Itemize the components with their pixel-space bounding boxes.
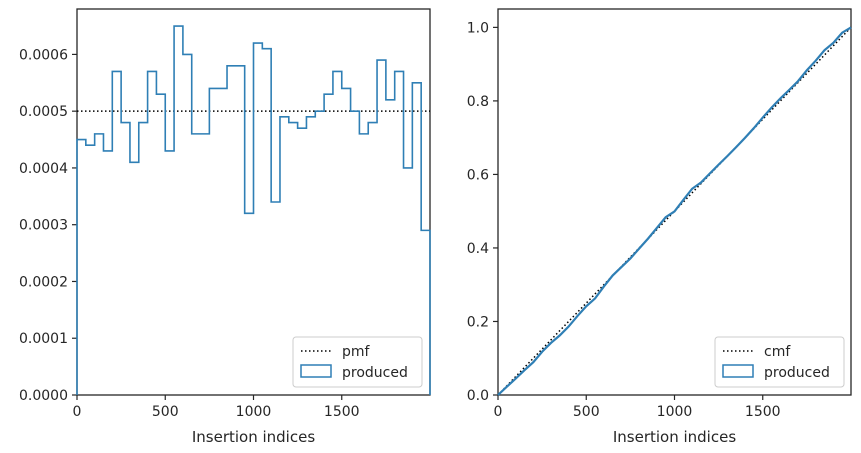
cmf-legend-box xyxy=(714,336,845,388)
pmf-x-tick-label: 500 xyxy=(152,404,179,420)
cmf-panel: 0 500 1000 1500 0.0 0.2 0.4 0.6 0.8 1.0 Insertion… xyxy=(467,8,852,446)
cmf-series xyxy=(497,26,852,396)
pmf-x-tick-label: 0 xyxy=(73,404,82,420)
cmf-x-tick-label: 0 xyxy=(494,404,503,420)
cmf-y-tick-label: 0.6 xyxy=(467,167,489,183)
pmf-produced-histogram xyxy=(76,25,431,395)
pmf-y-tick-label: 0.0000 xyxy=(19,388,68,404)
pmf-x-tick-label: 1500 xyxy=(324,404,360,420)
pmf-ticks: 0 500 1000 1500 0.0000 0.0001 0.0002 0.0003 0.00… xyxy=(19,47,360,420)
cmf-legend-produced-swatch xyxy=(722,364,754,378)
pmf-y-tick-label: 0.0005 xyxy=(19,104,68,120)
cmf-x-tick-label: 500 xyxy=(573,404,600,420)
cmf-legend-produced-label: produced xyxy=(764,365,830,381)
pmf-legend-box xyxy=(292,336,423,388)
cmf-x-tick-label: 1500 xyxy=(745,404,781,420)
cmf-legend: cmf produced xyxy=(714,336,845,388)
pmf-y-tick-label: 0.0006 xyxy=(19,47,68,63)
pmf-legend: pmf produced xyxy=(292,336,423,388)
cmf-x-tick-label: 1000 xyxy=(657,404,693,420)
cmf-y-tick-label: 1.0 xyxy=(467,20,489,36)
pmf-y-tick-label: 0.0003 xyxy=(19,218,68,234)
cmf-axes-frame xyxy=(497,8,852,396)
pmf-legend-produced-label: produced xyxy=(342,365,408,381)
cmf-reference-line xyxy=(497,26,852,396)
cmf-y-tick-label: 0.2 xyxy=(467,314,489,330)
pmf-y-tick-label: 0.0004 xyxy=(19,161,68,177)
pmf-x-tick-label: 1000 xyxy=(236,404,272,420)
pmf-legend-pmf-label: pmf xyxy=(342,344,371,360)
cmf-y-tick-label: 0.8 xyxy=(467,94,489,110)
pmf-series xyxy=(76,25,431,395)
cmf-produced-cumulative xyxy=(497,26,852,396)
pmf-y-tick-label: 0.0001 xyxy=(19,331,68,347)
cmf-y-tick-label: 0.0 xyxy=(467,388,489,404)
cmf-ticks: 0 500 1000 1500 0.0 0.2 0.4 0.6 0.8 1.0 xyxy=(467,20,781,420)
cmf-x-axis-label: Insertion indices xyxy=(613,428,736,446)
pmf-x-axis-label: Insertion indices xyxy=(192,428,315,446)
cmf-legend-cmf-label: cmf xyxy=(764,344,791,360)
cmf-y-tick-label: 0.4 xyxy=(467,241,489,257)
pmf-panel: 0 500 1000 1500 0.0000 0.0001 0.0002 0.0003 0.00… xyxy=(19,8,431,446)
pmf-legend-produced-swatch xyxy=(300,364,332,378)
pmf-y-tick-label: 0.0002 xyxy=(19,274,68,290)
